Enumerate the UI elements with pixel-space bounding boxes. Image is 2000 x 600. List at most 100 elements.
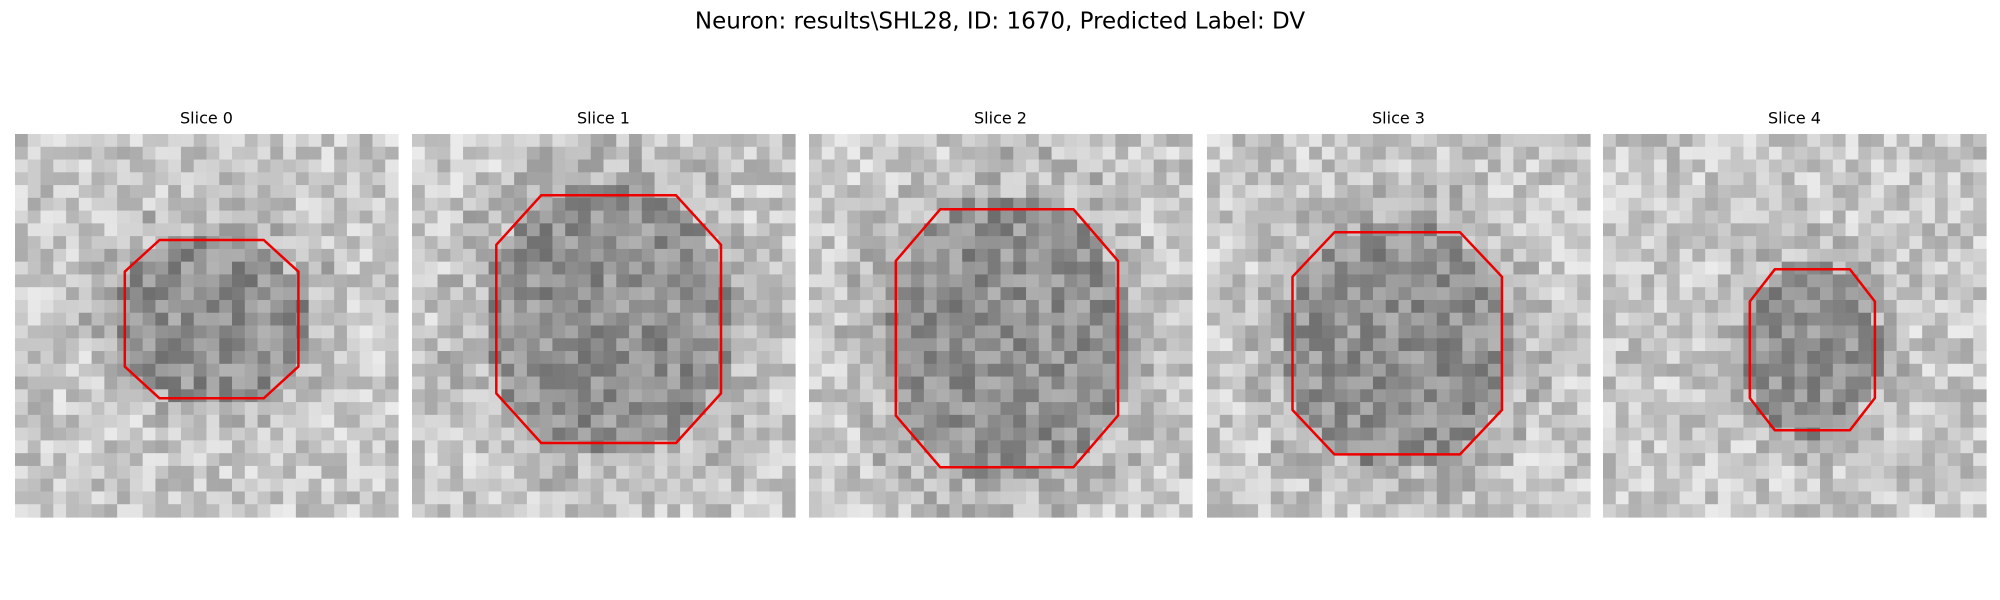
pixel xyxy=(680,146,694,161)
pixel xyxy=(552,376,566,390)
pixel xyxy=(1577,159,1591,173)
pixel xyxy=(1424,248,1438,263)
pixel xyxy=(244,465,259,480)
pixel xyxy=(1321,197,1336,212)
pixel xyxy=(885,453,899,467)
pixel xyxy=(949,274,963,288)
pixel xyxy=(78,402,93,416)
pixel xyxy=(782,146,796,161)
pixel xyxy=(437,465,451,480)
pixel xyxy=(860,504,874,518)
pixel xyxy=(1219,185,1234,199)
pixel xyxy=(718,414,732,429)
pixel xyxy=(53,261,67,276)
pixel xyxy=(1372,491,1387,505)
pixel xyxy=(1296,440,1310,454)
pixel xyxy=(1089,465,1104,480)
pixel xyxy=(821,491,836,505)
pixel xyxy=(78,351,93,365)
pixel xyxy=(872,248,887,263)
pixel xyxy=(1064,465,1078,480)
pixel xyxy=(385,210,399,224)
pixel xyxy=(206,325,220,339)
pixel xyxy=(539,478,554,493)
pixel xyxy=(1411,299,1425,314)
pixel xyxy=(1411,261,1425,276)
pixel xyxy=(412,478,426,493)
pixel xyxy=(1807,504,1821,518)
pixel xyxy=(257,389,271,403)
pixel xyxy=(590,274,605,288)
pixel xyxy=(1258,248,1272,263)
pixel xyxy=(206,223,220,237)
pixel xyxy=(1321,146,1336,161)
pixel xyxy=(412,325,426,339)
pixel xyxy=(1153,338,1168,352)
pixel xyxy=(1730,504,1745,518)
pixel xyxy=(1013,491,1027,505)
pixel xyxy=(257,236,271,250)
pixel xyxy=(1743,210,1757,224)
pixel xyxy=(104,389,118,403)
pixel xyxy=(1000,261,1014,276)
pixel xyxy=(1013,376,1027,390)
pixel xyxy=(590,146,605,161)
pixel xyxy=(1922,185,1936,199)
pixel xyxy=(1730,159,1745,173)
pixel xyxy=(654,299,668,314)
pixel xyxy=(1960,338,1974,352)
pixel xyxy=(1768,325,1783,339)
pixel xyxy=(898,376,912,390)
pixel xyxy=(1500,504,1514,518)
pixel xyxy=(834,159,848,173)
pixel xyxy=(385,261,399,276)
pixel xyxy=(1858,389,1872,403)
pixel xyxy=(1820,491,1834,505)
pixel xyxy=(359,159,374,173)
pixel xyxy=(1934,504,1949,518)
pixel xyxy=(705,414,719,429)
pixel xyxy=(1153,440,1168,454)
pixel xyxy=(1820,248,1834,263)
pixel xyxy=(1411,185,1425,199)
pixel xyxy=(1743,453,1757,467)
pixel xyxy=(1883,261,1898,276)
pixel xyxy=(834,223,848,237)
pixel xyxy=(1577,325,1591,339)
pixel xyxy=(731,248,745,263)
pixel xyxy=(1922,389,1936,403)
pixel xyxy=(974,363,989,378)
pixel xyxy=(1283,159,1297,173)
pixel xyxy=(1487,248,1502,263)
pixel xyxy=(1692,453,1706,467)
pixel xyxy=(769,402,783,416)
pixel xyxy=(1922,172,1936,186)
pixel xyxy=(769,159,783,173)
pixel xyxy=(514,159,528,173)
pixel xyxy=(232,159,246,173)
pixel xyxy=(616,491,630,505)
pixel xyxy=(718,134,732,148)
pixel xyxy=(450,223,464,237)
pixel xyxy=(437,453,451,467)
pixel xyxy=(1615,146,1630,161)
pixel xyxy=(1551,427,1566,441)
pixel xyxy=(1219,299,1234,314)
pixel xyxy=(911,274,925,288)
pixel xyxy=(244,363,259,378)
pixel xyxy=(27,351,42,365)
pixel xyxy=(1513,440,1527,454)
pixel xyxy=(949,402,963,416)
pixel xyxy=(1411,338,1425,352)
pixel xyxy=(295,389,310,403)
pixel xyxy=(66,491,80,505)
pixel xyxy=(603,299,617,314)
pixel xyxy=(1219,427,1234,441)
pixel xyxy=(40,504,54,518)
pixel xyxy=(206,414,220,429)
pixel xyxy=(705,478,719,493)
pixel xyxy=(641,312,656,327)
pixel xyxy=(1641,197,1655,212)
pixel xyxy=(1692,338,1706,352)
pixel xyxy=(1449,325,1463,339)
